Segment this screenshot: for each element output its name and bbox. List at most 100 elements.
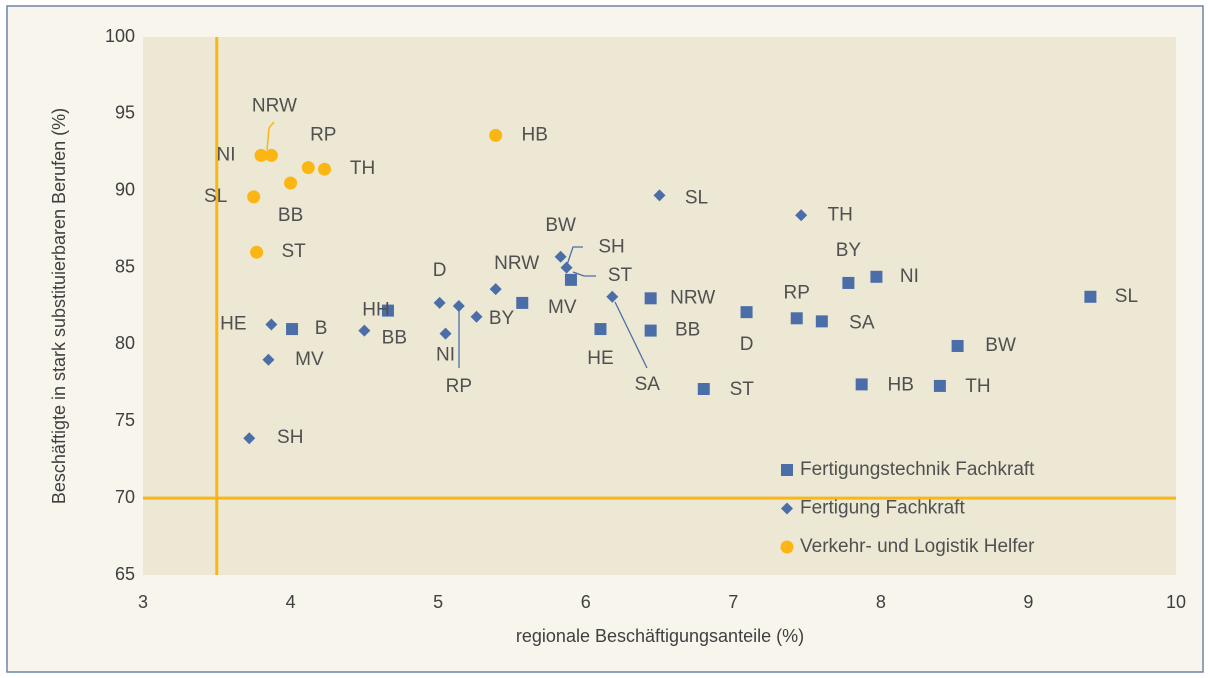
point-label: NRW bbox=[494, 253, 539, 274]
legend-label: Fertigung Fachkraft bbox=[800, 498, 965, 519]
y-tick-label: 95 bbox=[115, 103, 135, 123]
point-label: NI bbox=[900, 266, 919, 287]
y-tick-label: 70 bbox=[115, 487, 135, 507]
x-tick-label: 6 bbox=[581, 592, 591, 612]
marker-diamond bbox=[653, 189, 666, 202]
x-tick-label: 3 bbox=[138, 592, 148, 612]
point-label: ST bbox=[281, 241, 306, 262]
marker-diamond bbox=[433, 296, 446, 309]
marker-circle bbox=[284, 176, 298, 190]
marker-diamond bbox=[358, 324, 371, 337]
point-label: RP bbox=[310, 125, 336, 146]
point-label: B bbox=[315, 318, 328, 339]
marker-square bbox=[951, 339, 964, 352]
x-tick-label: 10 bbox=[1166, 592, 1186, 612]
point-label: NRW bbox=[252, 95, 297, 116]
point-label: HE bbox=[587, 348, 613, 369]
legend-label: Verkehr- und Logistik Helfer bbox=[800, 536, 1035, 557]
point-label: ST bbox=[730, 379, 755, 400]
x-tick-label: 5 bbox=[433, 592, 443, 612]
marker-square bbox=[790, 312, 803, 325]
point-label: RP bbox=[784, 282, 810, 303]
y-tick-label: 90 bbox=[115, 179, 135, 199]
marker-circle bbox=[254, 148, 268, 162]
leader-line bbox=[266, 121, 275, 151]
x-tick-label: 9 bbox=[1023, 592, 1033, 612]
marker-diamond bbox=[781, 502, 793, 515]
marker-diamond bbox=[560, 261, 573, 274]
x-axis-label: regionale Beschäftigungsanteile (%) bbox=[516, 626, 804, 646]
point-label: BB bbox=[382, 328, 407, 349]
marker-square bbox=[815, 315, 828, 328]
marker-diamond bbox=[470, 310, 483, 323]
point-label: HE bbox=[220, 313, 246, 334]
y-tick-label: 65 bbox=[115, 564, 135, 584]
leader-line bbox=[566, 246, 583, 266]
point-label: D bbox=[740, 334, 754, 355]
point-label: SA bbox=[635, 374, 661, 395]
point-label: HH bbox=[362, 300, 389, 321]
point-label: RP bbox=[446, 376, 472, 397]
point-label: SH bbox=[598, 237, 624, 258]
leader-line bbox=[572, 271, 596, 277]
point-label: BW bbox=[545, 215, 576, 236]
point-label: HB bbox=[887, 374, 913, 395]
point-label: NRW bbox=[670, 287, 715, 308]
marker-circle bbox=[318, 162, 332, 176]
marker-diamond bbox=[262, 353, 275, 366]
point-label: BY bbox=[836, 240, 862, 261]
point-label: NI bbox=[436, 345, 455, 366]
marker-diamond bbox=[606, 290, 619, 303]
marker-diamond bbox=[243, 432, 256, 445]
marker-square bbox=[855, 378, 868, 391]
point-label: BW bbox=[985, 335, 1016, 356]
marker-diamond bbox=[265, 318, 278, 331]
x-tick-label: 4 bbox=[286, 592, 296, 612]
marker-square bbox=[644, 324, 657, 337]
marker-diamond bbox=[452, 300, 465, 312]
leader-lines bbox=[266, 121, 648, 369]
y-axis-label: Beschäftigte in stark substituierbaren B… bbox=[49, 108, 69, 504]
point-label: MV bbox=[295, 349, 324, 370]
point-label: D bbox=[433, 260, 447, 281]
marker-square bbox=[286, 323, 299, 336]
leader-line bbox=[614, 301, 648, 369]
point-label: NI bbox=[217, 144, 236, 165]
marker-circle bbox=[489, 128, 503, 142]
marker-square bbox=[842, 276, 855, 289]
point-label: SA bbox=[849, 312, 875, 333]
point-label: ST bbox=[608, 265, 633, 286]
marker-square bbox=[644, 292, 657, 305]
point-label: BB bbox=[675, 320, 700, 341]
y-tick-label: 75 bbox=[115, 410, 135, 430]
point-label: SL bbox=[1115, 286, 1138, 307]
marker-square bbox=[516, 296, 529, 309]
marker-circle bbox=[301, 161, 315, 175]
marker-circle bbox=[250, 245, 264, 259]
y-tick-label: 100 bbox=[105, 26, 135, 46]
point-label: BY bbox=[489, 308, 515, 329]
point-label: TH bbox=[350, 158, 375, 179]
point-label: TH bbox=[828, 204, 853, 225]
point-label: MV bbox=[548, 297, 577, 318]
marker-diamond bbox=[489, 283, 502, 296]
point-label: SL bbox=[204, 186, 227, 207]
marker-square bbox=[381, 304, 394, 317]
marker-square bbox=[781, 464, 793, 476]
marker-square bbox=[1084, 290, 1097, 303]
marker-square bbox=[740, 306, 753, 319]
marker-circle bbox=[780, 540, 794, 554]
plot-area bbox=[143, 37, 1176, 575]
marker-diamond bbox=[439, 327, 452, 340]
marker-circle bbox=[264, 148, 278, 162]
marker-square bbox=[594, 323, 607, 336]
marker-square bbox=[933, 379, 946, 392]
legend-label: Fertigungstechnik Fachkraft bbox=[800, 459, 1035, 480]
point-label: SH bbox=[277, 427, 303, 448]
marker-square bbox=[697, 383, 710, 396]
y-tick-label: 80 bbox=[115, 333, 135, 353]
point-label: HB bbox=[521, 124, 547, 145]
point-label: TH bbox=[965, 376, 990, 397]
